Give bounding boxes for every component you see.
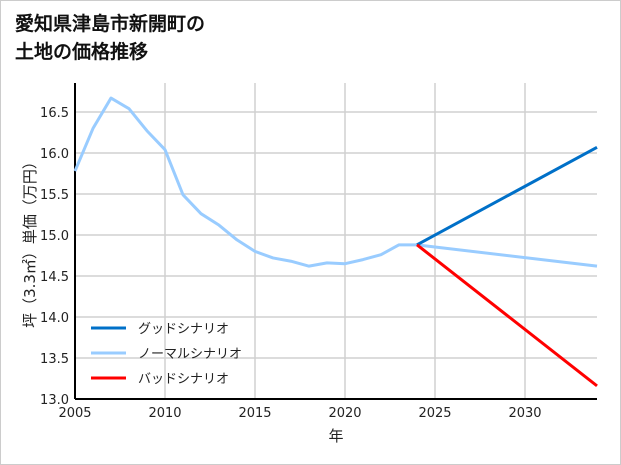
x-tick-label: 2015	[238, 406, 271, 421]
y-tick-label: 16.5	[40, 106, 69, 121]
title-line-1: 愛知県津島市新開町の	[15, 13, 206, 35]
x-tick-label: 2025	[418, 406, 451, 421]
x-axis-label: 年	[328, 427, 343, 445]
x-tick-label: 2020	[328, 406, 361, 421]
chart-title: 愛知県津島市新開町の 土地の価格推移	[15, 10, 205, 66]
y-tick-label: 13.5	[40, 352, 69, 367]
legend-label: バッドシナリオ	[138, 372, 229, 387]
y-tick-label: 13.0	[40, 393, 69, 408]
legend-label: グッドシナリオ	[138, 322, 229, 337]
y-tick-label: 14.5	[40, 270, 69, 285]
series-line-2	[416, 243, 598, 388]
x-tick-label: 2030	[508, 406, 541, 421]
title-line-2: 土地の価格推移	[15, 41, 149, 63]
y-tick-label: 16.0	[40, 147, 69, 162]
x-tick-label: 2010	[148, 406, 181, 421]
y-tick-label: 14.0	[40, 311, 69, 326]
legend-label: ノーマルシナリオ	[138, 347, 242, 362]
y-tick-label: 15.0	[40, 229, 69, 244]
series-line-0	[416, 145, 598, 247]
x-tick-label: 2005	[58, 406, 91, 421]
y-tick-label: 15.5	[40, 188, 69, 203]
series-line-1	[73, 96, 598, 268]
y-axis-label: 坪（3.3㎡）単価（万円）	[21, 154, 39, 328]
